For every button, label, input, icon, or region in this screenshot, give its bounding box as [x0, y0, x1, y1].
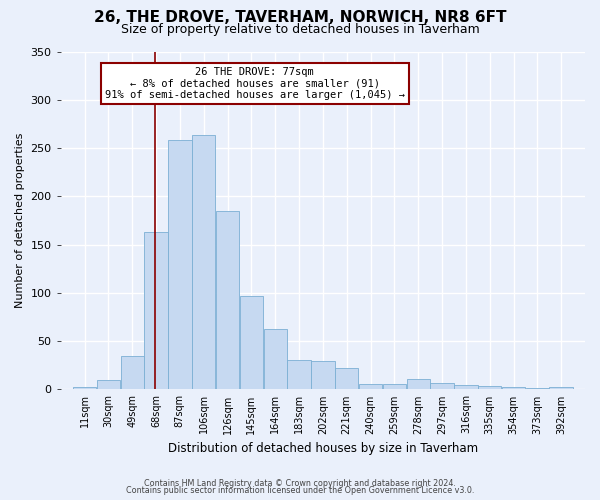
Bar: [335, 368, 358, 390]
Bar: [287, 360, 311, 390]
Bar: [383, 384, 406, 390]
Text: Size of property relative to detached houses in Taverham: Size of property relative to detached ho…: [121, 22, 479, 36]
Bar: [502, 388, 525, 390]
Bar: [430, 382, 454, 390]
Text: 26 THE DROVE: 77sqm
← 8% of detached houses are smaller (91)
91% of semi-detache: 26 THE DROVE: 77sqm ← 8% of detached hou…: [104, 66, 404, 100]
Bar: [526, 388, 549, 390]
Bar: [550, 388, 573, 390]
Bar: [145, 232, 168, 390]
Bar: [192, 136, 215, 390]
Bar: [407, 379, 430, 390]
Bar: [263, 328, 287, 390]
Bar: [359, 384, 382, 390]
Text: 26, THE DROVE, TAVERHAM, NORWICH, NR8 6FT: 26, THE DROVE, TAVERHAM, NORWICH, NR8 6F…: [94, 10, 506, 25]
X-axis label: Distribution of detached houses by size in Taverham: Distribution of detached houses by size …: [168, 442, 478, 455]
Bar: [121, 356, 144, 390]
Bar: [97, 380, 120, 390]
Bar: [73, 386, 96, 390]
Bar: [454, 384, 478, 390]
Text: Contains HM Land Registry data © Crown copyright and database right 2024.: Contains HM Land Registry data © Crown c…: [144, 478, 456, 488]
Bar: [168, 140, 191, 390]
Bar: [478, 386, 502, 390]
Bar: [239, 296, 263, 390]
Bar: [311, 362, 335, 390]
Text: Contains public sector information licensed under the Open Government Licence v3: Contains public sector information licen…: [126, 486, 474, 495]
Y-axis label: Number of detached properties: Number of detached properties: [15, 133, 25, 308]
Bar: [216, 211, 239, 390]
